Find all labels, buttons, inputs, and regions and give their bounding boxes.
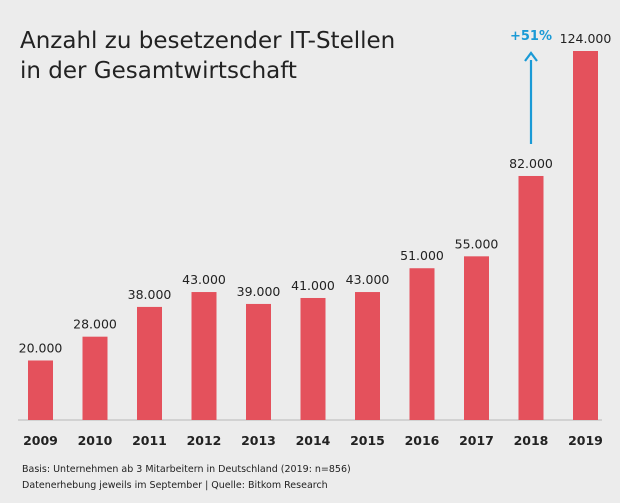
value-label-2010: 28.000 [73,317,117,332]
x-tick-label-2012: 2012 [187,433,222,448]
value-label-2018: 82.000 [509,156,553,171]
x-tick-label-2009: 2009 [23,433,58,448]
x-tick-label-2011: 2011 [132,433,167,448]
bar-2010 [82,336,108,420]
x-tick-label-2010: 2010 [78,433,113,448]
x-tick-label-2013: 2013 [241,433,276,448]
chart-title: Anzahl zu besetzender IT-Stellen in der … [20,26,395,86]
bar-2009 [28,360,53,420]
bar-2018 [518,175,544,420]
bar-2017 [464,256,489,420]
x-tick-label-2016: 2016 [405,433,440,448]
x-tick-label-2017: 2017 [459,433,494,448]
growth-arrow-head [524,51,538,62]
x-tick-label-2015: 2015 [350,433,385,448]
footnote: Basis: Unternehmen ab 3 Mitarbeitern in … [22,462,351,494]
value-label-2012: 43.000 [182,272,226,287]
value-label-2011: 38.000 [128,287,172,302]
value-label-2009: 20.000 [19,340,63,355]
value-label-2016: 51.000 [400,248,444,263]
footnote-source: Datenerhebung jeweils im September | Que… [22,480,328,491]
value-label-2019: 124.000 [560,31,612,46]
bar-2014 [300,297,326,420]
growth-annotation-label: +51% [510,29,552,44]
bar-2015 [355,292,380,420]
bar-2016 [409,268,435,420]
bar-2013 [246,303,271,420]
value-label-2017: 55.000 [455,236,499,251]
x-tick-label-2014: 2014 [296,433,331,448]
bar-2011 [137,306,162,420]
bar-2019 [573,51,598,420]
value-label-2015: 43.000 [346,272,390,287]
value-label-2014: 41.000 [291,278,335,293]
chart-title-line-2: in der Gesamtwirtschaft [20,58,297,84]
value-label-2013: 39.000 [237,284,281,299]
x-tick-label-2019: 2019 [568,433,603,448]
chart-title-line-1: Anzahl zu besetzender IT-Stellen [20,28,396,54]
footnote-basis: Basis: Unternehmen ab 3 Mitarbeitern in … [22,464,351,475]
bar-2012 [191,292,217,420]
x-tick-label-2018: 2018 [514,433,549,448]
